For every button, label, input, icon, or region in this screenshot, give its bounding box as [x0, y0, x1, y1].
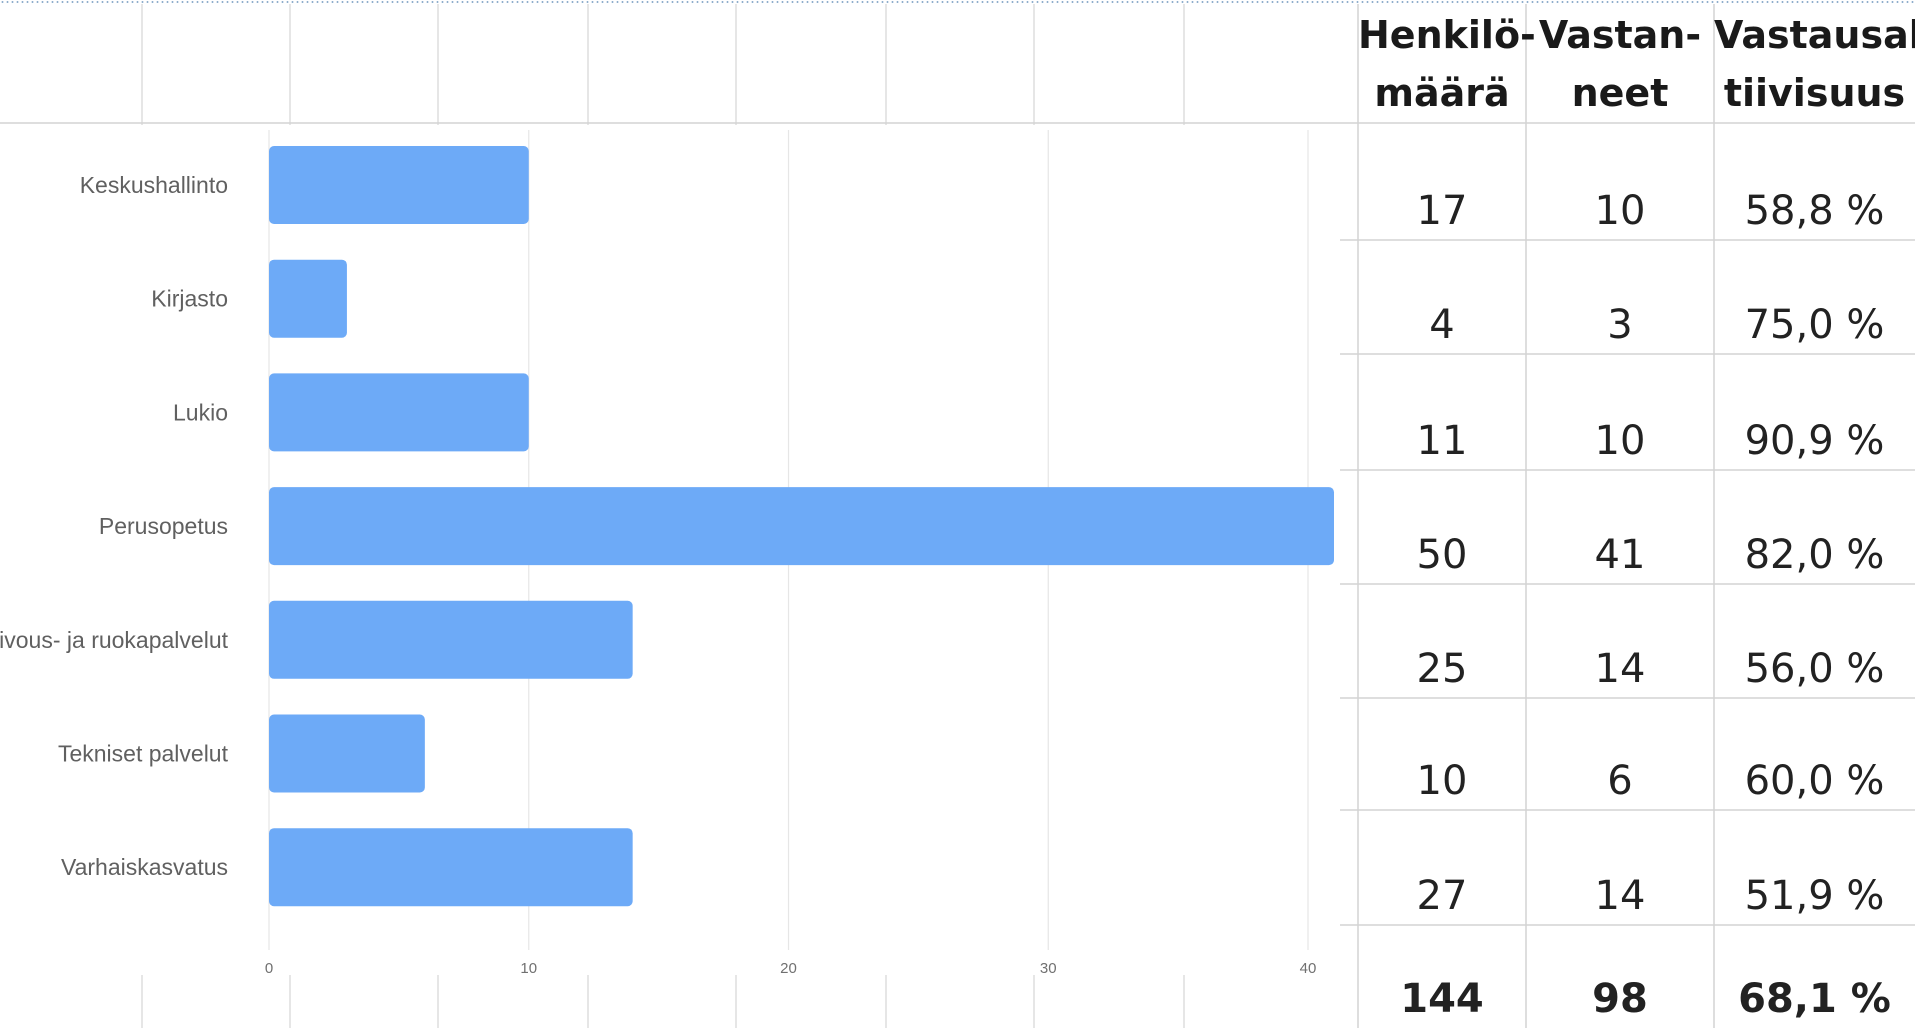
category-label: Tekniset palvelut — [58, 741, 229, 767]
table-cell: 51,9 % — [1744, 873, 1885, 919]
bar-3 — [269, 487, 1334, 566]
header-vastanneet-line1: Vastan- — [1538, 13, 1702, 57]
category-label: Kirjasto — [151, 286, 228, 312]
header-vastausaktiivisuus: Vastausak tiivisuus — [1714, 6, 1915, 122]
table-cell: 6 — [1607, 758, 1633, 804]
header-henkilomaara-line1: Henkilö- — [1358, 13, 1536, 57]
dotted-top-border — [0, 0, 1915, 4]
table-cell: 75,0 % — [1744, 302, 1885, 348]
header-henkilomaara: Henkilö- määrä — [1358, 6, 1536, 122]
table-cell: 10 — [1416, 758, 1468, 804]
total-cell: 98 — [1592, 976, 1648, 1022]
bar-6 — [269, 828, 633, 907]
total-cell: 144 — [1400, 976, 1484, 1022]
bar-0 — [269, 146, 529, 224]
bar-2 — [269, 373, 529, 452]
header-vastanneet: Vastan- neet — [1526, 6, 1714, 122]
table-cell: 41 — [1594, 532, 1646, 578]
category-label: Perusopetus — [99, 513, 228, 539]
x-tick-label: 30 — [1040, 960, 1057, 977]
bar-4 — [269, 600, 633, 679]
header-vastausaktiivisuus-line2: tiivisuus — [1723, 71, 1906, 115]
table-cell: 14 — [1594, 873, 1646, 919]
x-tick-label: 10 — [520, 960, 537, 977]
category-label: Lukio — [173, 399, 228, 425]
total-cell: 68,1 % — [1738, 976, 1891, 1022]
category-label: Siivous- ja ruokapalvelut — [0, 627, 229, 653]
x-tick-label: 0 — [265, 960, 273, 977]
table-cell: 3 — [1607, 302, 1633, 348]
category-label: Varhaiskasvatus — [61, 854, 228, 880]
table-cell: 14 — [1594, 646, 1646, 692]
table-cell: 58,8 % — [1744, 188, 1885, 234]
table-cell: 25 — [1416, 646, 1468, 692]
table-cell: 17 — [1416, 188, 1468, 234]
table-cell: 4 — [1429, 302, 1455, 348]
bar-1 — [269, 259, 347, 338]
table-cell: 90,9 % — [1744, 418, 1885, 464]
bar-chart: Keskushallinto Kirjasto Lukio Perusopetus Si… — [0, 130, 1334, 977]
header-vastausaktiivisuus-line1: Vastausak — [1714, 13, 1915, 57]
table-cell: 82,0 % — [1744, 532, 1885, 578]
category-label: Keskushallinto — [80, 172, 228, 198]
table-cell: 60,0 % — [1744, 758, 1885, 804]
table-cell: 10 — [1594, 418, 1646, 464]
x-tick-label: 20 — [780, 960, 797, 977]
table-cell: 10 — [1594, 188, 1646, 234]
table-cell: 56,0 % — [1744, 646, 1885, 692]
table-cell: 27 — [1416, 873, 1468, 919]
header-henkilomaara-line2: määrä — [1374, 71, 1510, 115]
table-cell: 50 — [1416, 532, 1468, 578]
header-vastanneet-line2: neet — [1571, 71, 1669, 115]
x-tick-label: 40 — [1300, 960, 1317, 977]
bar-5 — [269, 714, 425, 793]
table-cell: 11 — [1416, 418, 1468, 464]
